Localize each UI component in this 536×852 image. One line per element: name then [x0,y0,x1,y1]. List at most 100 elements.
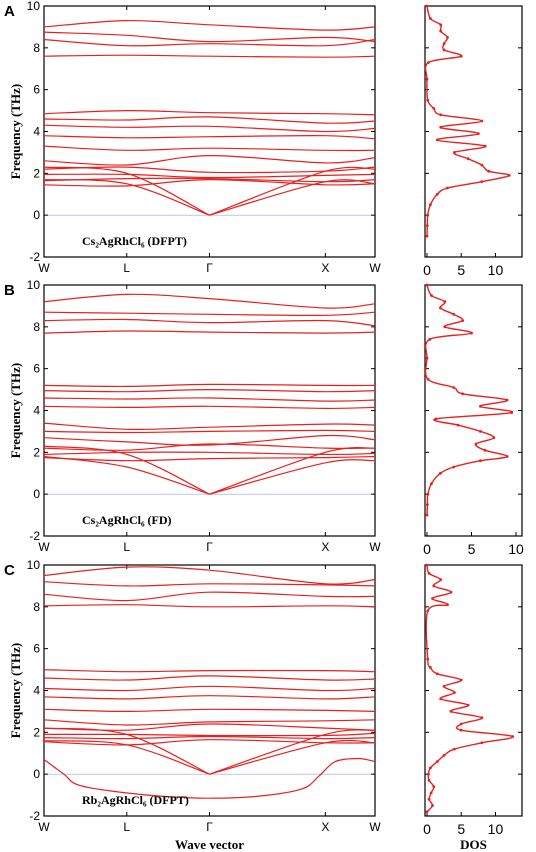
dos-point [426,213,430,217]
k-point-label: W [38,820,50,834]
panel-a: A -2 0 2 4 6 8 10 W L Γ X W Frequency (THz) Cs₂AgRhCl₆… [4,0,523,278]
y-axis-label: Frequency (THz) [8,643,23,738]
phonon-band [43,54,376,58]
dos-point [426,98,430,102]
acoustic-band [43,445,210,495]
dos-point [446,36,449,39]
dos-point [480,163,484,167]
dos-point [427,572,431,575]
dos-point [459,54,463,58]
dos-point [430,294,433,297]
dos-point [426,492,430,496]
phonon-band [43,177,376,183]
y-tick-label: -2 [29,529,40,543]
y-tick-label: 10 [27,278,41,292]
dos-plot-frame [424,564,523,817]
dos-point [449,710,453,713]
y-tick-label: 2 [33,166,40,180]
dos-x-tick-label: 5 [457,262,465,278]
dos-point [470,331,473,335]
acoustic-band [209,179,376,216]
dos-point [427,797,431,801]
phonon-band [43,669,376,673]
phonon-band [43,31,376,43]
y-tick-label: 8 [33,41,40,55]
dos-point [492,436,496,440]
dos-point [505,398,509,402]
y-tick-label: 0 [33,767,40,781]
panel-letter: B [4,282,15,299]
phonon-band [43,739,376,746]
phonon-band [43,434,376,446]
phonon-band [43,675,376,681]
dos-point [425,77,429,81]
compound-label: Cs₂AgRhCl₆ (DFPT) [82,234,187,248]
dos-point [479,430,482,433]
k-point-label: L [123,540,130,554]
k-point-label: L [123,261,130,275]
phonon-band [43,695,376,700]
k-point-label: L [123,820,130,834]
dos-point [429,203,432,207]
phonon-band [43,422,376,431]
dos-point [487,169,490,173]
band-lines [43,19,376,216]
y-tick-label: 4 [33,404,40,418]
phonon-band [43,685,376,692]
dos-point [427,779,431,782]
y-tick-label: 2 [33,445,40,459]
dos-point [431,804,434,807]
dos-point [425,234,429,238]
dos-x-tick-label: 10 [488,262,504,278]
dos-curve [425,564,514,813]
dos-x-tick-label: 0 [423,821,431,837]
panel-b: B -2 0 2 4 6 8 10 W L Γ X W Frequency (THz) Cs₂AgRhCl₆… [4,278,524,557]
dos-point [439,29,443,33]
phonon-band [43,178,376,187]
dos-point [425,563,429,567]
phonon-band [43,383,376,388]
y-axis-label: Frequency (THz) [8,84,23,179]
dos-point [442,753,446,757]
dos-point [453,151,456,154]
dos-point [480,180,484,184]
y-tick-label: -2 [29,250,40,264]
dos-point [439,306,442,310]
y-tick-label: 6 [33,362,40,376]
dos-point [453,691,456,694]
dos-point [466,703,470,707]
dos-point [432,107,436,110]
dos-point [442,42,446,46]
k-point-label: X [321,820,329,834]
dos-point [426,609,430,613]
phonon-band [43,604,376,608]
acoustic-band [209,729,376,775]
dos-point [511,735,514,738]
dos-x-tick-label: 5 [457,821,465,837]
panel-c: C -2 0 2 4 6 8 10 W L Γ X W Frequency (THz) Rb₂AgRhCl₆… [4,558,523,852]
phonon-band [43,719,376,726]
dos-point [443,325,447,329]
dos-point [446,186,449,190]
phonon-band [43,318,376,327]
dos-point [426,503,429,506]
phonon-band [43,455,376,462]
k-point-label: Γ [206,261,213,275]
y-tick-label: 4 [33,125,40,139]
y-axis-label: Frequency (THz) [8,363,23,458]
dos-point [442,684,446,688]
dos-point [483,144,487,148]
dos-point [425,356,429,360]
phonon-band [43,109,376,116]
dos-point [439,23,443,27]
dos-point [426,657,430,661]
dos-point [459,678,463,682]
dos-point [459,722,463,726]
phonon-band [43,293,376,309]
dos-point [435,192,439,196]
dos-x-tick-label: 10 [488,821,504,837]
dos-point [479,459,482,463]
dos-point [425,224,429,228]
dos-x-tick-label: 10 [508,541,524,557]
